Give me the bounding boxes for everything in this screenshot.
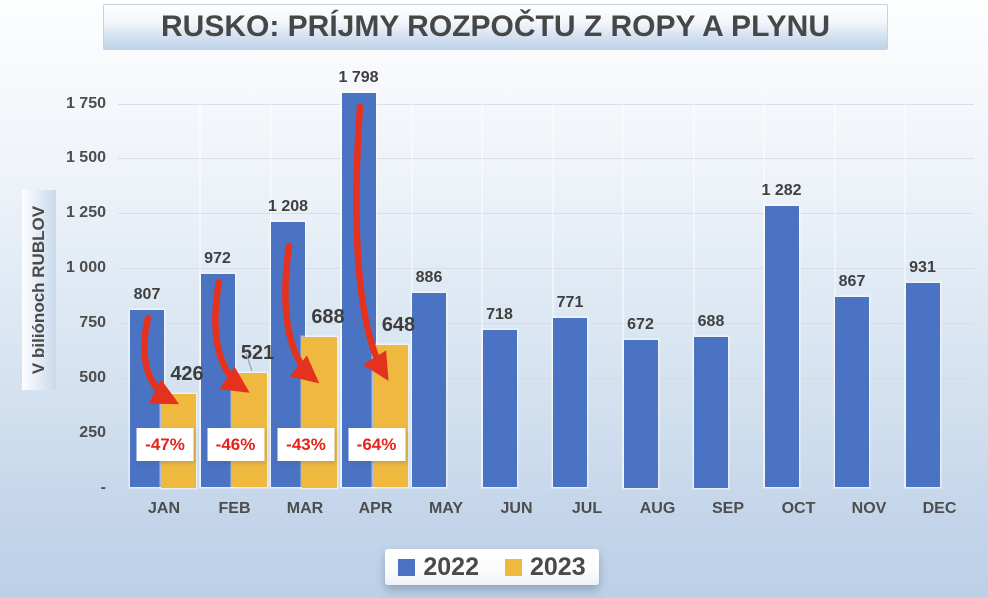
bar-2022-oct — [764, 206, 799, 488]
gridline — [118, 158, 974, 160]
pct-change-apr: -64% — [348, 428, 405, 461]
category-separator — [340, 103, 343, 488]
bar-2022-jul — [553, 318, 587, 488]
value-label-2022-jan: 807 — [133, 286, 161, 304]
x-label-sep: SEP — [711, 500, 745, 517]
bar-2022-jun — [482, 329, 517, 488]
gridline — [118, 103, 974, 105]
x-label-feb: FEB — [218, 500, 251, 517]
value-label-2022-apr: 1 798 — [338, 68, 379, 86]
legend-item-2022: 2022 — [398, 549, 479, 585]
category-separator — [833, 103, 836, 488]
y-tick-label: 500 — [79, 368, 106, 386]
value-label-2023-mar: 688 — [311, 305, 345, 328]
pct-change-feb: -46% — [207, 428, 264, 461]
x-label-jan: JAN — [147, 500, 181, 517]
x-label-nov: NOV — [851, 500, 887, 517]
value-label-2022-jun: 718 — [486, 305, 513, 323]
category-separator — [199, 103, 202, 488]
x-label-dec: DEC — [922, 500, 957, 517]
x-axis-line — [118, 487, 974, 490]
bar-2022-may — [412, 293, 446, 488]
gridline — [118, 432, 974, 434]
y-tick-label: - — [100, 478, 106, 496]
category-separator — [904, 103, 907, 488]
legend-swatch-2023-icon — [505, 558, 522, 576]
legend-label-2023: 2023 — [530, 553, 586, 581]
category-separator — [622, 103, 625, 488]
value-label-2022-oct: 1 282 — [761, 182, 802, 200]
pct-change-jan: -47% — [136, 428, 194, 461]
category-separator — [763, 103, 766, 488]
value-label-2022-feb: 972 — [204, 250, 231, 268]
category-separator — [269, 103, 272, 488]
category-separator — [481, 103, 484, 488]
y-tick-label: 1 250 — [65, 204, 106, 222]
category-separator — [551, 103, 554, 488]
bar-2023-apr — [372, 345, 408, 488]
chart-title: RUSKO: PRÍJMY ROZPOČTU Z ROPY A PLYNU — [103, 4, 888, 50]
bar-2022-dec — [905, 283, 940, 488]
x-label-oct: OCT — [781, 500, 816, 517]
gridline — [118, 377, 974, 379]
value-label-2022-jul: 771 — [556, 294, 584, 312]
y-tick-label: 1 500 — [65, 149, 106, 167]
value-label-2022-may: 886 — [415, 269, 443, 287]
bar-2022-nov — [835, 297, 869, 488]
category-separator — [692, 103, 695, 488]
x-label-jul: JUL — [571, 500, 603, 517]
legend-label-2022: 2022 — [423, 553, 479, 581]
x-label-mar: MAR — [286, 500, 324, 517]
bar-2022-aug — [623, 340, 658, 488]
x-label-apr: APR — [358, 500, 393, 517]
value-label-2022-sep: 688 — [697, 312, 725, 330]
x-label-aug: AUG — [639, 500, 676, 517]
legend-swatch-2022-icon — [398, 558, 416, 576]
y-tick-label: 250 — [79, 423, 106, 441]
value-label-2023-apr: 648 — [381, 314, 416, 337]
bar-2022-sep — [694, 336, 728, 488]
bar-2023-mar — [302, 336, 337, 488]
value-label-2022-nov: 867 — [838, 273, 866, 291]
category-separator — [410, 103, 413, 488]
y-tick-label: 1 750 — [65, 94, 106, 112]
value-label-2023-jan: 426 — [170, 363, 204, 385]
gridline — [118, 213, 974, 215]
legend-item-2023: 2023 — [505, 549, 586, 585]
value-label-2022-dec: 931 — [909, 259, 936, 277]
gridline — [118, 268, 974, 270]
y-tick-label: 750 — [79, 313, 106, 331]
y-tick-label: 1 000 — [65, 259, 106, 277]
x-label-jun: JUN — [500, 500, 533, 517]
value-label-2022-aug: 672 — [627, 316, 654, 333]
value-label-2022-mar: 1 208 — [267, 198, 309, 216]
legend: 2022 2023 — [385, 549, 599, 585]
gridline — [118, 322, 974, 324]
pct-change-mar: -43% — [277, 428, 335, 461]
x-label-may: MAY — [428, 500, 464, 517]
value-label-2023-feb: 521 — [240, 342, 275, 365]
